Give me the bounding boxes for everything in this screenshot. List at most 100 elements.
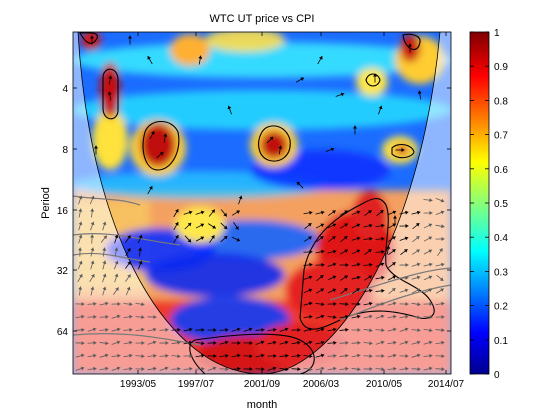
phase-arrow — [90, 247, 95, 257]
phase-arrow — [351, 353, 361, 358]
phase-arrow — [423, 198, 433, 203]
phase-arrow — [387, 314, 397, 319]
phase-arrow — [351, 223, 361, 229]
phase-arrow — [388, 248, 396, 256]
phase-arrow — [163, 133, 168, 143]
phase-arrow — [255, 340, 265, 345]
phase-arrow — [363, 367, 373, 372]
phase-arrow — [111, 327, 121, 332]
phase-arrow — [411, 262, 421, 267]
phase-arrow — [375, 301, 385, 306]
phase-arrow — [316, 235, 324, 243]
colorbar-tick-label: 0.2 — [494, 302, 508, 313]
phase-arrow — [303, 301, 313, 306]
phase-arrow — [233, 222, 239, 230]
phase-arrow — [207, 327, 217, 332]
phase-arrow — [99, 366, 109, 371]
phase-arrow — [412, 235, 420, 243]
phase-arrow — [423, 262, 433, 267]
heatmap-region — [81, 32, 101, 50]
phase-arrow — [435, 198, 445, 203]
phase-arrow — [99, 301, 109, 306]
phase-arrow — [147, 327, 157, 332]
phase-arrow — [315, 210, 325, 215]
phase-arrow — [149, 130, 155, 140]
phase-arrow — [128, 35, 132, 45]
chart-title: WTC UT price vs CPI — [210, 13, 315, 25]
phase-arrow — [75, 341, 85, 346]
phase-arrow — [435, 367, 445, 372]
phase-arrow — [135, 302, 145, 307]
phase-arrow — [231, 236, 241, 242]
colorbar-tick-label: 0.6 — [494, 165, 508, 176]
phase-arrow — [99, 353, 109, 358]
phase-arrow — [399, 327, 409, 332]
phase-arrow — [399, 223, 409, 228]
phase-arrow — [209, 235, 215, 243]
phase-arrow — [363, 236, 373, 241]
phase-arrow — [123, 340, 133, 345]
heatmap-region — [260, 131, 288, 159]
phase-arrow — [78, 286, 83, 296]
phase-arrow — [195, 236, 205, 242]
phase-arrow — [395, 148, 405, 152]
phase-arrow — [435, 340, 445, 345]
phase-arrow — [291, 327, 301, 332]
phase-arrow — [255, 353, 265, 358]
phase-arrow — [387, 210, 397, 216]
phase-arrow — [207, 354, 217, 359]
x-tick-label: 2014/07 — [428, 379, 465, 390]
phase-arrow — [135, 367, 145, 372]
phase-arrow — [423, 223, 433, 229]
phase-arrow — [78, 247, 83, 257]
phase-arrow — [220, 209, 228, 217]
phase-arrow — [315, 327, 325, 332]
phase-arrow — [227, 105, 232, 115]
colorbar-tick-label: 0 — [494, 370, 500, 381]
phase-arrow — [387, 340, 397, 345]
y-tick-label: 64 — [57, 327, 69, 338]
phase-arrows — [75, 35, 445, 372]
phase-arrow — [195, 341, 205, 346]
phase-arrow — [339, 340, 349, 345]
phase-arrow — [375, 340, 385, 345]
phase-arrow — [375, 314, 385, 319]
phase-arrow — [147, 55, 153, 65]
phase-arrow — [399, 340, 409, 345]
phase-arrow — [387, 301, 397, 306]
phase-arrow — [411, 353, 421, 358]
phase-arrow — [87, 314, 97, 319]
phase-arrow — [328, 235, 336, 243]
phase-arrow — [435, 210, 445, 215]
significance-contour — [189, 333, 315, 374]
y-tick-label: 32 — [57, 266, 69, 277]
phase-arrow — [173, 234, 179, 244]
phase-arrow — [303, 367, 313, 372]
phase-arrow — [125, 286, 131, 296]
phase-arrow — [351, 367, 361, 372]
phase-arrow — [111, 301, 121, 306]
x-tick-label: 2006/03 — [303, 379, 340, 390]
phase-arrow — [327, 327, 337, 332]
phase-arrow — [135, 340, 145, 345]
phase-arrow — [363, 328, 373, 333]
phase-arrow — [102, 247, 107, 257]
phase-arrow — [435, 236, 445, 241]
phase-arrow — [267, 340, 277, 345]
phase-arrow — [90, 234, 95, 244]
phase-arrow — [303, 288, 313, 294]
phase-arrow — [123, 302, 133, 307]
heatmap-region — [170, 34, 210, 66]
phase-arrow — [123, 327, 133, 332]
phase-arrow — [75, 302, 85, 307]
colorbar-tick-label: 0.1 — [494, 336, 508, 347]
phase-arrow — [436, 274, 444, 282]
phase-arrow — [339, 302, 349, 307]
phase-arrow — [351, 328, 361, 333]
y-tick-label: 4 — [62, 84, 68, 95]
y-axis-label: Period — [40, 187, 52, 219]
phase-arrow — [340, 287, 348, 295]
phase-arrow — [411, 315, 421, 320]
heatmap-region — [170, 296, 290, 344]
